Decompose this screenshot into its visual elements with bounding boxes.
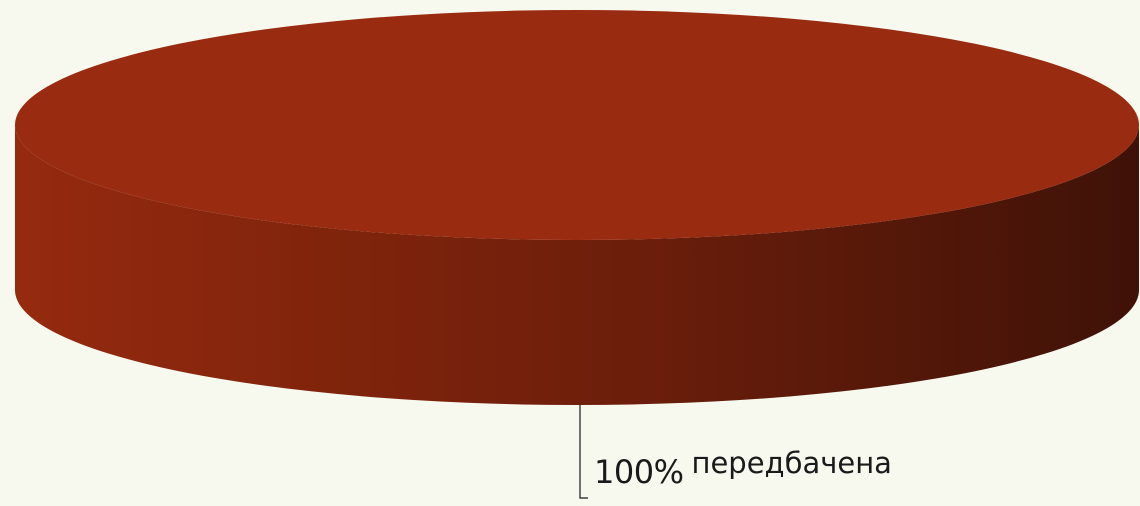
data-label-category: передбачена bbox=[691, 446, 892, 480]
data-label: 100% передбачена bbox=[594, 446, 892, 503]
pie-slice-0 bbox=[15, 10, 1139, 240]
data-label-value: 100% bbox=[594, 453, 684, 491]
pie-layer bbox=[15, 10, 1139, 405]
data-label-leader-line bbox=[579, 405, 588, 499]
pie-slice-side-0 bbox=[15, 125, 1139, 405]
